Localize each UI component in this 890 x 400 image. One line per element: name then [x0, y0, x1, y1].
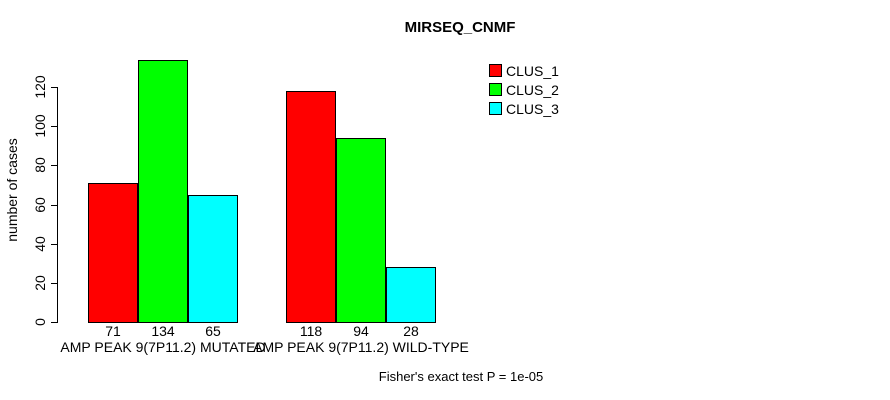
bar-clus_1-group1: [88, 182, 138, 323]
bar-clus_3-group2: [386, 267, 436, 323]
bar-clus_3-group1: [188, 194, 238, 323]
y-axis-label: number of cases: [4, 138, 20, 242]
bar-value-label: 134: [151, 323, 175, 339]
y-axis-tick: [51, 205, 57, 206]
legend-item: CLUS_1: [489, 62, 559, 79]
y-axis-tick-label: 80: [32, 157, 48, 173]
legend-item: CLUS_2: [489, 81, 559, 98]
bar-value-label: 118: [299, 323, 323, 339]
y-axis-tick: [51, 165, 57, 166]
bar-value-label: 65: [205, 323, 221, 339]
bar-value-label: 28: [403, 323, 419, 339]
y-axis-tick: [51, 87, 57, 88]
bar-value-label: 71: [105, 323, 121, 339]
legend-item: CLUS_3: [489, 100, 559, 117]
legend-label: CLUS_1: [506, 62, 559, 79]
legend-swatch: [489, 102, 502, 115]
y-axis-tick: [51, 126, 57, 127]
legend-swatch: [489, 83, 502, 96]
stat-test-caption: Fisher's exact test P = 1e-05: [378, 369, 544, 384]
legend-swatch: [489, 64, 502, 77]
y-axis-tick-label: 100: [32, 114, 48, 138]
y-axis-tick-label: 20: [32, 275, 48, 291]
category-label: AMP PEAK 9(7P11.2) WILD-TYPE: [253, 339, 469, 355]
bar-clus_2-group2: [336, 137, 386, 323]
y-axis-tick: [51, 322, 57, 323]
bar-value-label: 94: [353, 323, 369, 339]
y-axis-tick-label: 40: [32, 236, 48, 252]
y-axis-tick-label: 0: [32, 318, 48, 326]
chart-title: MIRSEQ_CNMF: [404, 19, 516, 36]
category-label: AMP PEAK 9(7P11.2) MUTATED: [60, 339, 266, 355]
bar-clus_1-group2: [286, 90, 336, 323]
legend-label: CLUS_2: [506, 81, 559, 98]
y-axis-tick: [51, 283, 57, 284]
legend: CLUS_1 CLUS_2 CLUS_3: [489, 64, 559, 121]
y-axis-tick-label: 120: [32, 75, 48, 99]
y-axis-tick: [51, 244, 57, 245]
legend-label: CLUS_3: [506, 100, 559, 117]
y-axis-line: [57, 87, 58, 323]
bar-clus_2-group1: [138, 59, 188, 323]
y-axis-tick-label: 60: [32, 197, 48, 213]
